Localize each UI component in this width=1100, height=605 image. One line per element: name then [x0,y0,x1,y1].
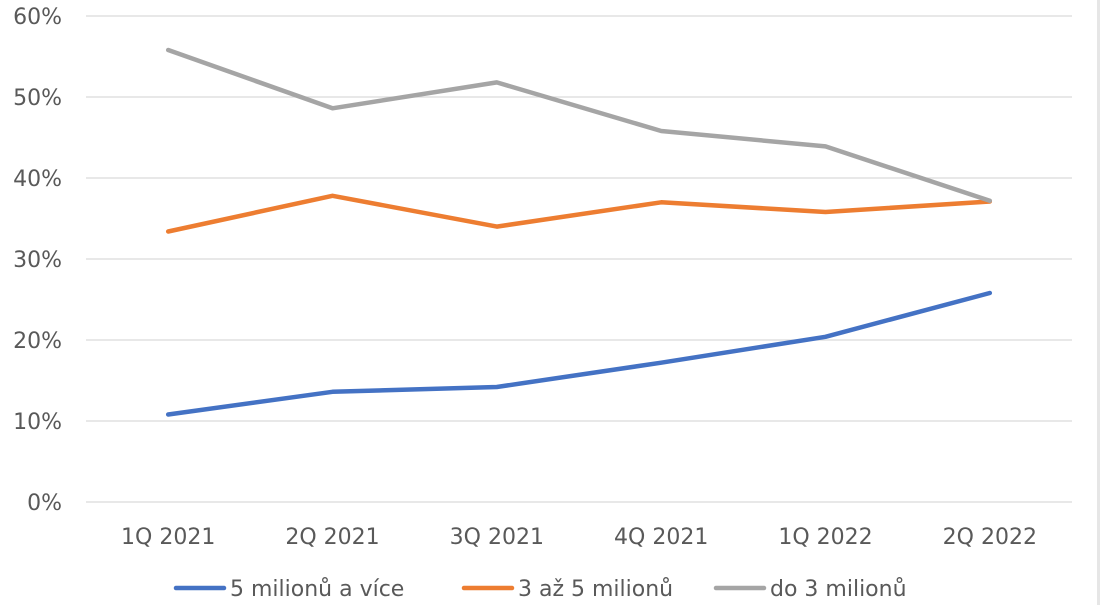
x-tick-label: 2Q 2022 [943,525,1037,550]
series-line [165,193,993,234]
legend-label: do 3 milionů [770,577,907,602]
y-tick-label: 60% [13,5,62,30]
y-tick-label: 30% [13,248,62,273]
y-axis: 0% 10% 20% 30% 40% 50% 60% [13,5,62,516]
x-axis: 1Q 2021 2Q 2021 3Q 2021 4Q 2021 1Q 2022 2Q 20… [121,525,1037,550]
legend-label: 3 až 5 milionů [518,577,673,602]
legend-label: 5 milionů a více [230,577,404,602]
y-tick-label: 10% [13,410,62,435]
x-tick-label: 3Q 2021 [450,525,544,550]
x-tick-label: 2Q 2021 [285,525,379,550]
series-line [165,290,993,417]
series-line [165,47,993,203]
x-tick-label: 4Q 2021 [614,525,708,550]
frame-edge [1097,0,1100,605]
y-tick-label: 20% [13,329,62,354]
x-tick-label: 1Q 2022 [778,525,872,550]
x-tick-label: 1Q 2021 [121,525,215,550]
legend: 5 milionů a více 3 až 5 milionů do 3 milio… [173,577,907,602]
y-tick-label: 50% [13,86,62,111]
series-lines [165,47,993,417]
y-tick-label: 0% [27,491,62,516]
gridlines [86,15,1072,503]
y-tick-label: 40% [13,167,62,192]
